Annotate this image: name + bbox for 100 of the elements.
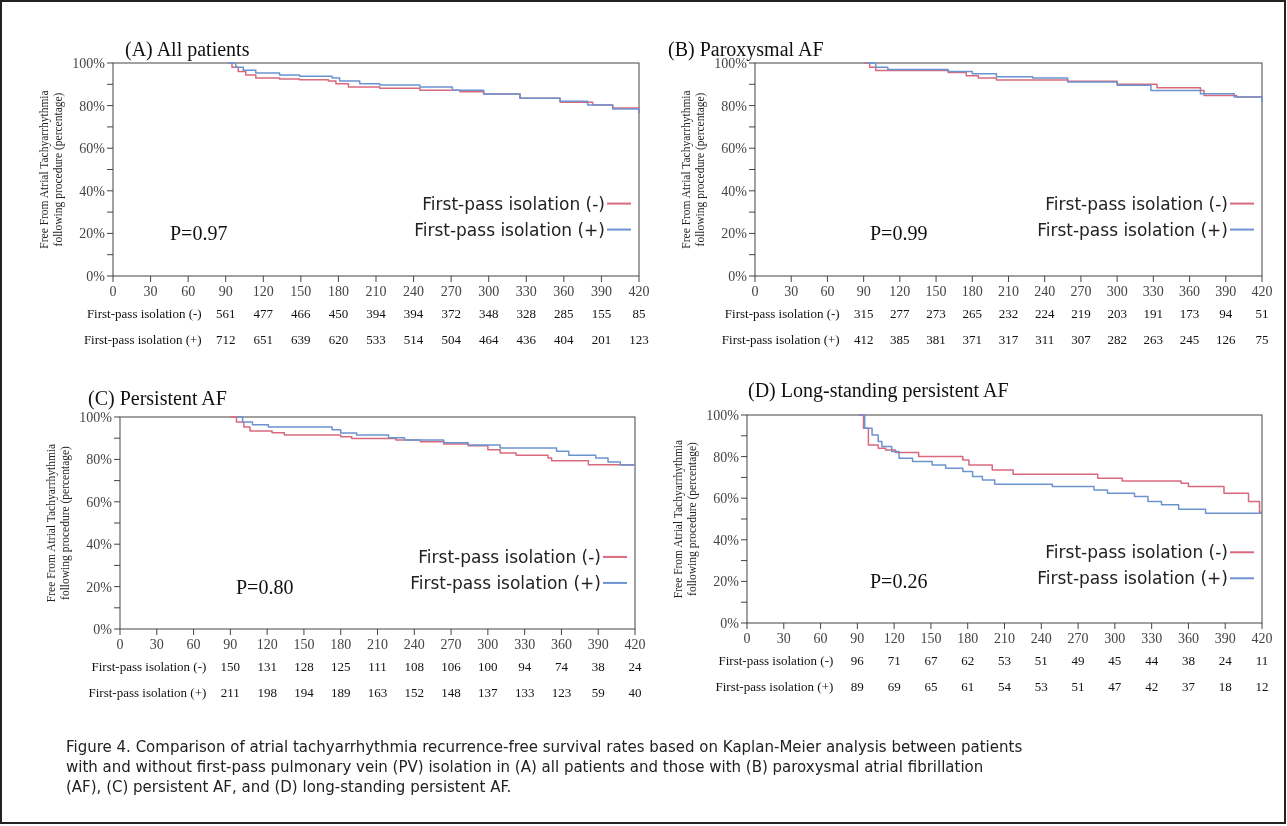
x-tick-label: 120 bbox=[252, 284, 274, 299]
x-tick-label: 0 bbox=[743, 631, 751, 646]
text: 45 bbox=[1108, 653, 1122, 668]
y-axis-title: Free From Atrial Tachyarrhythmia following procedure (percentage) bbox=[672, 439, 699, 599]
text: 372 bbox=[441, 306, 461, 321]
text: 533 bbox=[366, 332, 386, 347]
x-tick-label: 420 bbox=[1251, 631, 1273, 646]
chart-title: (A) All patients bbox=[125, 38, 250, 61]
x-tick-label: 210 bbox=[998, 284, 1019, 299]
x-tick-label: 180 bbox=[327, 284, 349, 299]
text: 69 bbox=[887, 679, 901, 694]
x-tick-label: 360 bbox=[1177, 631, 1199, 646]
x-tick-label: 90 bbox=[223, 637, 238, 652]
x-tick-label: 240 bbox=[403, 637, 425, 652]
text: 464 bbox=[478, 332, 499, 347]
x-tick-label: 240 bbox=[1034, 284, 1056, 299]
text: 128 bbox=[294, 659, 314, 674]
y-tick-label: 0% bbox=[86, 268, 106, 284]
text: 477 bbox=[253, 306, 274, 321]
x-tick-label: 270 bbox=[1067, 631, 1089, 646]
x-tick-label: 420 bbox=[624, 637, 646, 652]
text: 44 bbox=[1145, 653, 1159, 668]
text: 53 bbox=[1034, 679, 1048, 694]
text: 436 bbox=[516, 332, 537, 347]
text: 111 bbox=[368, 659, 387, 674]
text: 514 bbox=[403, 332, 424, 347]
text: 466 bbox=[291, 306, 312, 321]
x-tick-label: 330 bbox=[515, 284, 537, 299]
text: 265 bbox=[962, 306, 983, 321]
text: 137 bbox=[478, 685, 499, 700]
legend-label: First-pass isolation (+) bbox=[410, 572, 601, 593]
x-tick-label: 330 bbox=[1141, 631, 1163, 646]
text: 191 bbox=[1143, 306, 1164, 321]
text: 224 bbox=[1034, 306, 1055, 321]
x-tick-label: 240 bbox=[1030, 631, 1052, 646]
x-tick-label: 90 bbox=[218, 284, 233, 299]
x-tick-label: 120 bbox=[256, 637, 278, 652]
y-tick-label: 100% bbox=[72, 55, 106, 71]
text: 51 bbox=[1071, 679, 1085, 694]
text: 639 bbox=[291, 332, 311, 347]
text: 404 bbox=[554, 332, 575, 347]
x-tick-label: 90 bbox=[856, 284, 871, 299]
text: 47 bbox=[1108, 679, 1122, 694]
y-tick-label: 100% bbox=[706, 407, 740, 423]
x-tick-label: 60 bbox=[813, 631, 828, 646]
x-tick-label: 330 bbox=[1142, 284, 1164, 299]
y-tick-label: 60% bbox=[79, 141, 106, 157]
x-tick-label: 30 bbox=[149, 637, 164, 652]
x-tick-label: 300 bbox=[477, 637, 499, 652]
text: 133 bbox=[514, 685, 535, 700]
text: 96 bbox=[850, 653, 865, 668]
text: 51 bbox=[1034, 653, 1048, 668]
y-tick-label: 20% bbox=[721, 226, 748, 242]
text: 263 bbox=[1143, 332, 1164, 347]
x-tick-label: 30 bbox=[143, 284, 158, 299]
text: 412 bbox=[853, 332, 874, 347]
text: 245 bbox=[1179, 332, 1200, 347]
text: First-pass isolation (-) bbox=[91, 659, 207, 674]
text: First-pass isolation (+) bbox=[88, 685, 207, 700]
annotation: P=0.80 bbox=[236, 575, 294, 598]
caption: Figure 4. Comparison of atrial tachyarrhythmia recurrence-free survival rates based on Kaplan-Meier analysis between patients with and without first-pass pulmonary vein (PV) isolation in (A) all patients and those with (B) paroxysmal atrial fibrillation (AF), (C) persistent AF, and (D) long-standing persistent AF. bbox=[66, 738, 1023, 796]
legend-label: First-pass isolation (-) bbox=[418, 546, 601, 567]
text: First-pass isolation (+) bbox=[715, 679, 834, 694]
legend-label: First-pass isolation (-) bbox=[1045, 542, 1228, 563]
text: 24 bbox=[1218, 653, 1233, 668]
x-tick-label: 150 bbox=[290, 284, 312, 299]
x-tick-label: 60 bbox=[186, 637, 201, 652]
text: 317 bbox=[998, 332, 1019, 347]
text: 561 bbox=[215, 306, 236, 321]
text: First-pass isolation (+) bbox=[83, 332, 202, 347]
text: 189 bbox=[330, 685, 351, 700]
x-tick-label: 420 bbox=[628, 284, 650, 299]
text: 219 bbox=[1071, 306, 1091, 321]
y-tick-label: 0% bbox=[93, 621, 113, 637]
text: 74 bbox=[554, 659, 569, 674]
y-tick-label: 20% bbox=[79, 226, 106, 242]
text: 12 bbox=[1255, 679, 1269, 694]
text: 49 bbox=[1071, 653, 1085, 668]
text: 211 bbox=[220, 685, 240, 700]
text: 38 bbox=[1181, 653, 1195, 668]
y-tick-label: 40% bbox=[721, 183, 748, 199]
text: 311 bbox=[1035, 332, 1055, 347]
x-tick-label: 210 bbox=[367, 637, 388, 652]
text: First-pass isolation (-) bbox=[724, 306, 840, 321]
text: 131 bbox=[257, 659, 277, 674]
text: 42 bbox=[1145, 679, 1159, 694]
text: 71 bbox=[887, 653, 901, 668]
text: 371 bbox=[962, 332, 983, 347]
x-tick-label: 390 bbox=[1215, 284, 1237, 299]
text: 277 bbox=[890, 306, 911, 321]
text: 123 bbox=[551, 685, 572, 700]
x-tick-label: 390 bbox=[587, 637, 609, 652]
text: 328 bbox=[516, 306, 537, 321]
text: 18 bbox=[1218, 679, 1232, 694]
text: 307 bbox=[1071, 332, 1092, 347]
text: 348 bbox=[478, 306, 499, 321]
legend-label: First-pass isolation (+) bbox=[1037, 219, 1228, 240]
text: 148 bbox=[441, 685, 461, 700]
text: 504 bbox=[441, 332, 462, 347]
x-tick-label: 180 bbox=[957, 631, 979, 646]
